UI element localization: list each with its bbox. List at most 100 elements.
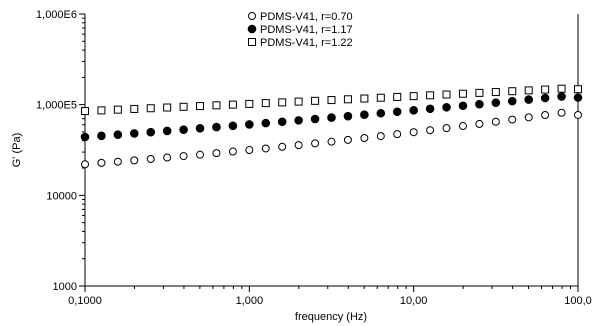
filled-circle-marker: [277, 117, 287, 127]
open-circle-marker: [491, 117, 500, 126]
open-square-marker: [458, 89, 467, 98]
open-circle-marker: [163, 153, 172, 162]
open-square-marker: [179, 102, 188, 111]
open-circle-marker: [475, 119, 484, 128]
open-circle-marker: [426, 126, 435, 135]
y-tick-label: 1,000E6: [36, 9, 77, 21]
open-square-marker: [442, 90, 451, 99]
open-square-marker: [81, 107, 89, 116]
filled-circle-marker: [228, 121, 238, 131]
open-circle-marker: [212, 149, 221, 158]
open-square-marker: [475, 88, 484, 97]
filled-circle-marker: [179, 125, 188, 134]
filled-circle-marker: [573, 93, 583, 102]
series-2: [80, 92, 583, 142]
filled-circle-marker: [392, 107, 402, 117]
open-circle-marker: [113, 157, 122, 166]
open-square-marker: [278, 98, 287, 107]
open-circle-marker: [376, 132, 385, 141]
open-circle-marker: [541, 111, 550, 120]
filled-circle-marker: [162, 126, 172, 136]
open-circle-marker: [574, 110, 582, 119]
y-tick-label: 1,000E5: [36, 100, 77, 112]
open-circle-marker: [248, 12, 256, 20]
filled-circle-marker: [113, 130, 123, 139]
filled-circle-marker: [245, 120, 254, 129]
open-square-marker: [97, 106, 106, 115]
filled-circle-marker: [442, 102, 451, 112]
x-tick-label: 10,00: [400, 295, 428, 307]
open-square-marker: [228, 100, 237, 109]
open-circle-marker: [524, 113, 533, 122]
open-square-marker: [311, 96, 320, 105]
filled-circle-marker: [261, 118, 271, 128]
open-circle-marker: [261, 144, 270, 153]
filled-circle-marker: [146, 127, 156, 137]
open-square-marker: [130, 104, 139, 113]
open-circle-marker: [196, 150, 205, 159]
filled-circle-marker: [80, 132, 90, 142]
filled-circle-marker: [195, 124, 205, 133]
open-circle-marker: [245, 146, 254, 155]
open-square-marker: [343, 95, 352, 104]
filled-circle-marker: [458, 101, 468, 111]
filled-circle-marker: [507, 96, 517, 106]
open-circle-marker: [557, 108, 566, 117]
open-square-marker: [491, 88, 500, 97]
open-circle-marker: [81, 160, 89, 169]
y-tick-label: 1000: [53, 281, 77, 293]
open-square-marker: [294, 97, 303, 106]
open-circle-marker: [146, 154, 155, 163]
y-axis-label: G' (Pa): [11, 133, 23, 168]
filled-circle-marker: [491, 98, 501, 107]
filled-circle-marker: [524, 95, 534, 104]
filled-circle-marker: [247, 24, 257, 34]
filled-circle-marker: [540, 93, 550, 103]
y-tick-label: 10000: [46, 190, 77, 202]
open-circle-marker: [294, 141, 303, 150]
x-tick-label: 0,1000: [68, 295, 102, 307]
filled-circle-marker: [557, 92, 566, 101]
axes: 0,1000 1,000 10,00 100,0 1000 10000 1,000E5 1,0…: [36, 9, 592, 307]
open-circle-marker: [327, 137, 336, 146]
x-tick-label: 1,000: [236, 295, 264, 307]
filled-circle-marker: [310, 114, 320, 124]
series-3: [81, 84, 582, 116]
open-circle-marker: [343, 135, 352, 144]
open-circle-marker: [179, 152, 188, 161]
open-circle-marker: [130, 156, 139, 165]
open-square-marker: [327, 96, 336, 105]
open-square-marker: [261, 99, 270, 108]
open-square-marker: [360, 94, 369, 103]
filled-circle-marker: [376, 108, 386, 118]
open-square-marker: [393, 92, 402, 101]
open-circle-marker: [508, 115, 517, 124]
open-square-marker: [557, 84, 566, 93]
legend-label: PDMS-V41, r=0.70: [260, 11, 353, 23]
open-square-marker: [376, 93, 385, 102]
legend-label: PDMS-V41, r=1.17: [260, 24, 353, 36]
filled-circle-marker: [294, 116, 303, 125]
open-square-marker: [541, 85, 550, 94]
x-tick-label: 100,0: [564, 295, 592, 307]
x-axis-label: frequency (Hz): [295, 311, 367, 323]
open-square-marker: [163, 103, 172, 112]
series-1: [81, 108, 582, 169]
open-square-marker: [113, 105, 122, 114]
open-square-marker: [409, 92, 418, 101]
open-square-marker: [245, 99, 254, 108]
open-square-marker: [212, 101, 221, 110]
filled-circle-marker: [360, 110, 369, 120]
open-square-marker: [146, 104, 155, 113]
filled-circle-marker: [343, 111, 353, 121]
open-square-marker: [426, 91, 435, 100]
open-square-marker: [248, 38, 256, 46]
open-circle-marker: [409, 128, 418, 137]
open-circle-marker: [360, 133, 369, 142]
filled-circle-marker: [409, 105, 418, 115]
open-square-marker: [196, 102, 205, 111]
open-circle-marker: [442, 124, 451, 133]
filled-circle-marker: [129, 129, 139, 138]
